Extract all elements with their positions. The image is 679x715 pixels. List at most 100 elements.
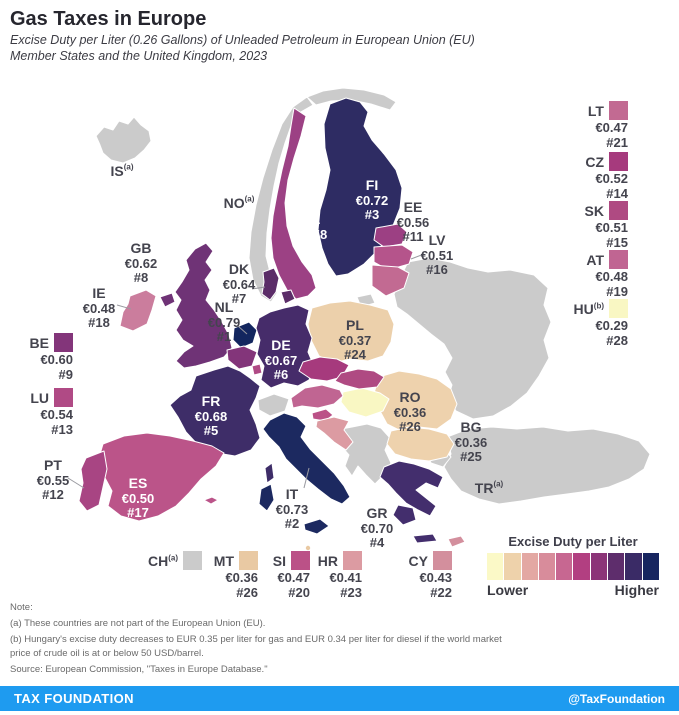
slovakia-swatch [609,201,628,220]
country-latvia [373,244,414,271]
legend-higher-label: Higher [614,582,659,598]
country-malta [305,545,311,551]
leader-latvia [410,253,425,260]
country-lithuania [371,264,410,297]
country-netherlands [232,321,258,349]
country-denmark [261,267,280,301]
country-norway [248,96,314,303]
country-croatia [315,416,354,451]
country-turkey [443,426,651,505]
callout-cyprus: CY €0.43 #22 [408,551,452,600]
legend-cell-2 [504,553,521,580]
twitter-handle: @TaxFoundation [568,691,665,706]
region-russia-belarus-ukraine [393,257,552,420]
label-ireland: IE €0.48 #18 [82,285,116,331]
label-norway: NO(a) [223,194,255,211]
legend-cell-3 [521,553,538,580]
belgium-swatch [54,333,73,352]
country-france [169,365,261,457]
leader-lines [67,253,425,489]
label-netherlands: NL €0.79 #1 [207,299,241,345]
source-line: Source: European Commission, "Taxes in E… [10,664,268,675]
label-estonia: EE €0.56 #11 [396,199,430,245]
hungary-swatch [609,299,628,318]
label-iceland: IS(a) [110,162,134,179]
callout-slovenia: SI €0.47 #20 [272,551,310,600]
callout-austria: AT €0.48 #19 [586,250,628,299]
region-crete [412,533,438,544]
subtitle-line-2: Member States and the United Kingdom, 20… [10,48,268,63]
notes-block: Note: (a) These countries are not part o… [10,601,515,679]
country-greece [379,460,444,517]
country-estonia [373,223,408,248]
label-romania: RO €0.36 #26 [393,389,427,435]
legend-lower-label: Lower [487,582,529,598]
luxembourg-swatch [54,388,73,407]
leader-italy [303,467,310,489]
callout-hungary: HU(b) €0.29 #28 [573,299,628,348]
slovenia-swatch [291,551,310,570]
callout-slovakia: SK €0.51 #15 [584,201,628,250]
country-austria [290,384,344,409]
subtitle-line-1: Excise Duty per Liter (0.26 Gallons) of … [10,33,475,47]
country-cyprus [447,535,466,548]
region-corsica [264,462,275,484]
footer-bar: TAX FOUNDATION @TaxFoundation [0,686,679,711]
label-greece: GR €0.70 #4 [360,505,394,551]
country-spain [97,432,225,522]
malta-swatch [239,551,258,570]
legend-title: Excise Duty per Liter [508,534,638,549]
label-italy: IT €0.73 #2 [275,486,309,532]
country-northern-ireland [159,292,176,308]
country-bulgaria [386,426,455,462]
page-subtitle: Excise Duty per Liter (0.26 Gallons) of … [10,33,475,64]
leader-ireland [116,304,132,310]
croatia-swatch [343,551,362,570]
cyprus-swatch [433,551,452,570]
leader-netherlands [237,325,248,335]
legend-cell-5 [556,553,573,580]
country-ireland [119,289,157,332]
brand-name: TAX FOUNDATION [14,691,134,706]
note-b: (b) Hungary's excise duty decreases to E… [10,634,502,659]
callout-luxembourg: LU €0.54 #13 [30,388,73,437]
country-hungary [340,387,390,418]
label-poland: PL €0.37 #24 [338,317,372,363]
legend-cell-6 [573,553,590,580]
region-peloponnese [392,504,417,526]
region-sicily [303,518,330,535]
label-turkey: TR(a) [474,479,504,496]
callout-czechia: CZ €0.52 #14 [585,152,628,201]
legend-cell-1 [487,553,504,580]
country-sweden [270,107,317,300]
callout-malta: MT €0.36 #26 [213,551,258,600]
label-great-britain: GB €0.62 #8 [124,240,158,286]
legend-cell-7 [590,553,608,580]
legend-cell-8 [608,553,625,580]
label-germany: DE €0.67 #6 [264,337,298,383]
label-france: FR €0.68 #5 [194,393,228,439]
region-balearic-islands [203,496,219,505]
czechia-swatch [609,152,628,171]
country-great-britain [174,242,233,369]
country-portugal [78,450,108,512]
country-germany [255,304,315,389]
color-legend: Excise Duty per Liter Lower Higher [487,534,659,598]
note-a: (a) These countries are not part of the … [10,618,266,629]
country-norway-north [306,87,397,111]
country-switzerland [257,393,290,417]
legend-gradient [487,553,659,580]
label-finland: FI €0.72 #3 [355,177,389,223]
country-italy [262,412,351,505]
callout-lithuania: LT €0.47 #21 [587,101,628,150]
country-slovakia [334,368,385,390]
region-sardinia [258,483,275,512]
switzerland-swatch [183,551,202,570]
page-title: Gas Taxes in Europe [10,8,207,30]
label-sweden: SE €0.58 #10 [294,211,328,257]
label-spain: ES €0.50 #17 [121,475,155,521]
label-bulgaria: BG €0.36 #25 [454,419,488,465]
label-portugal: PT €0.55 #12 [36,457,70,503]
label-denmark: DK €0.64 #7 [222,261,256,307]
